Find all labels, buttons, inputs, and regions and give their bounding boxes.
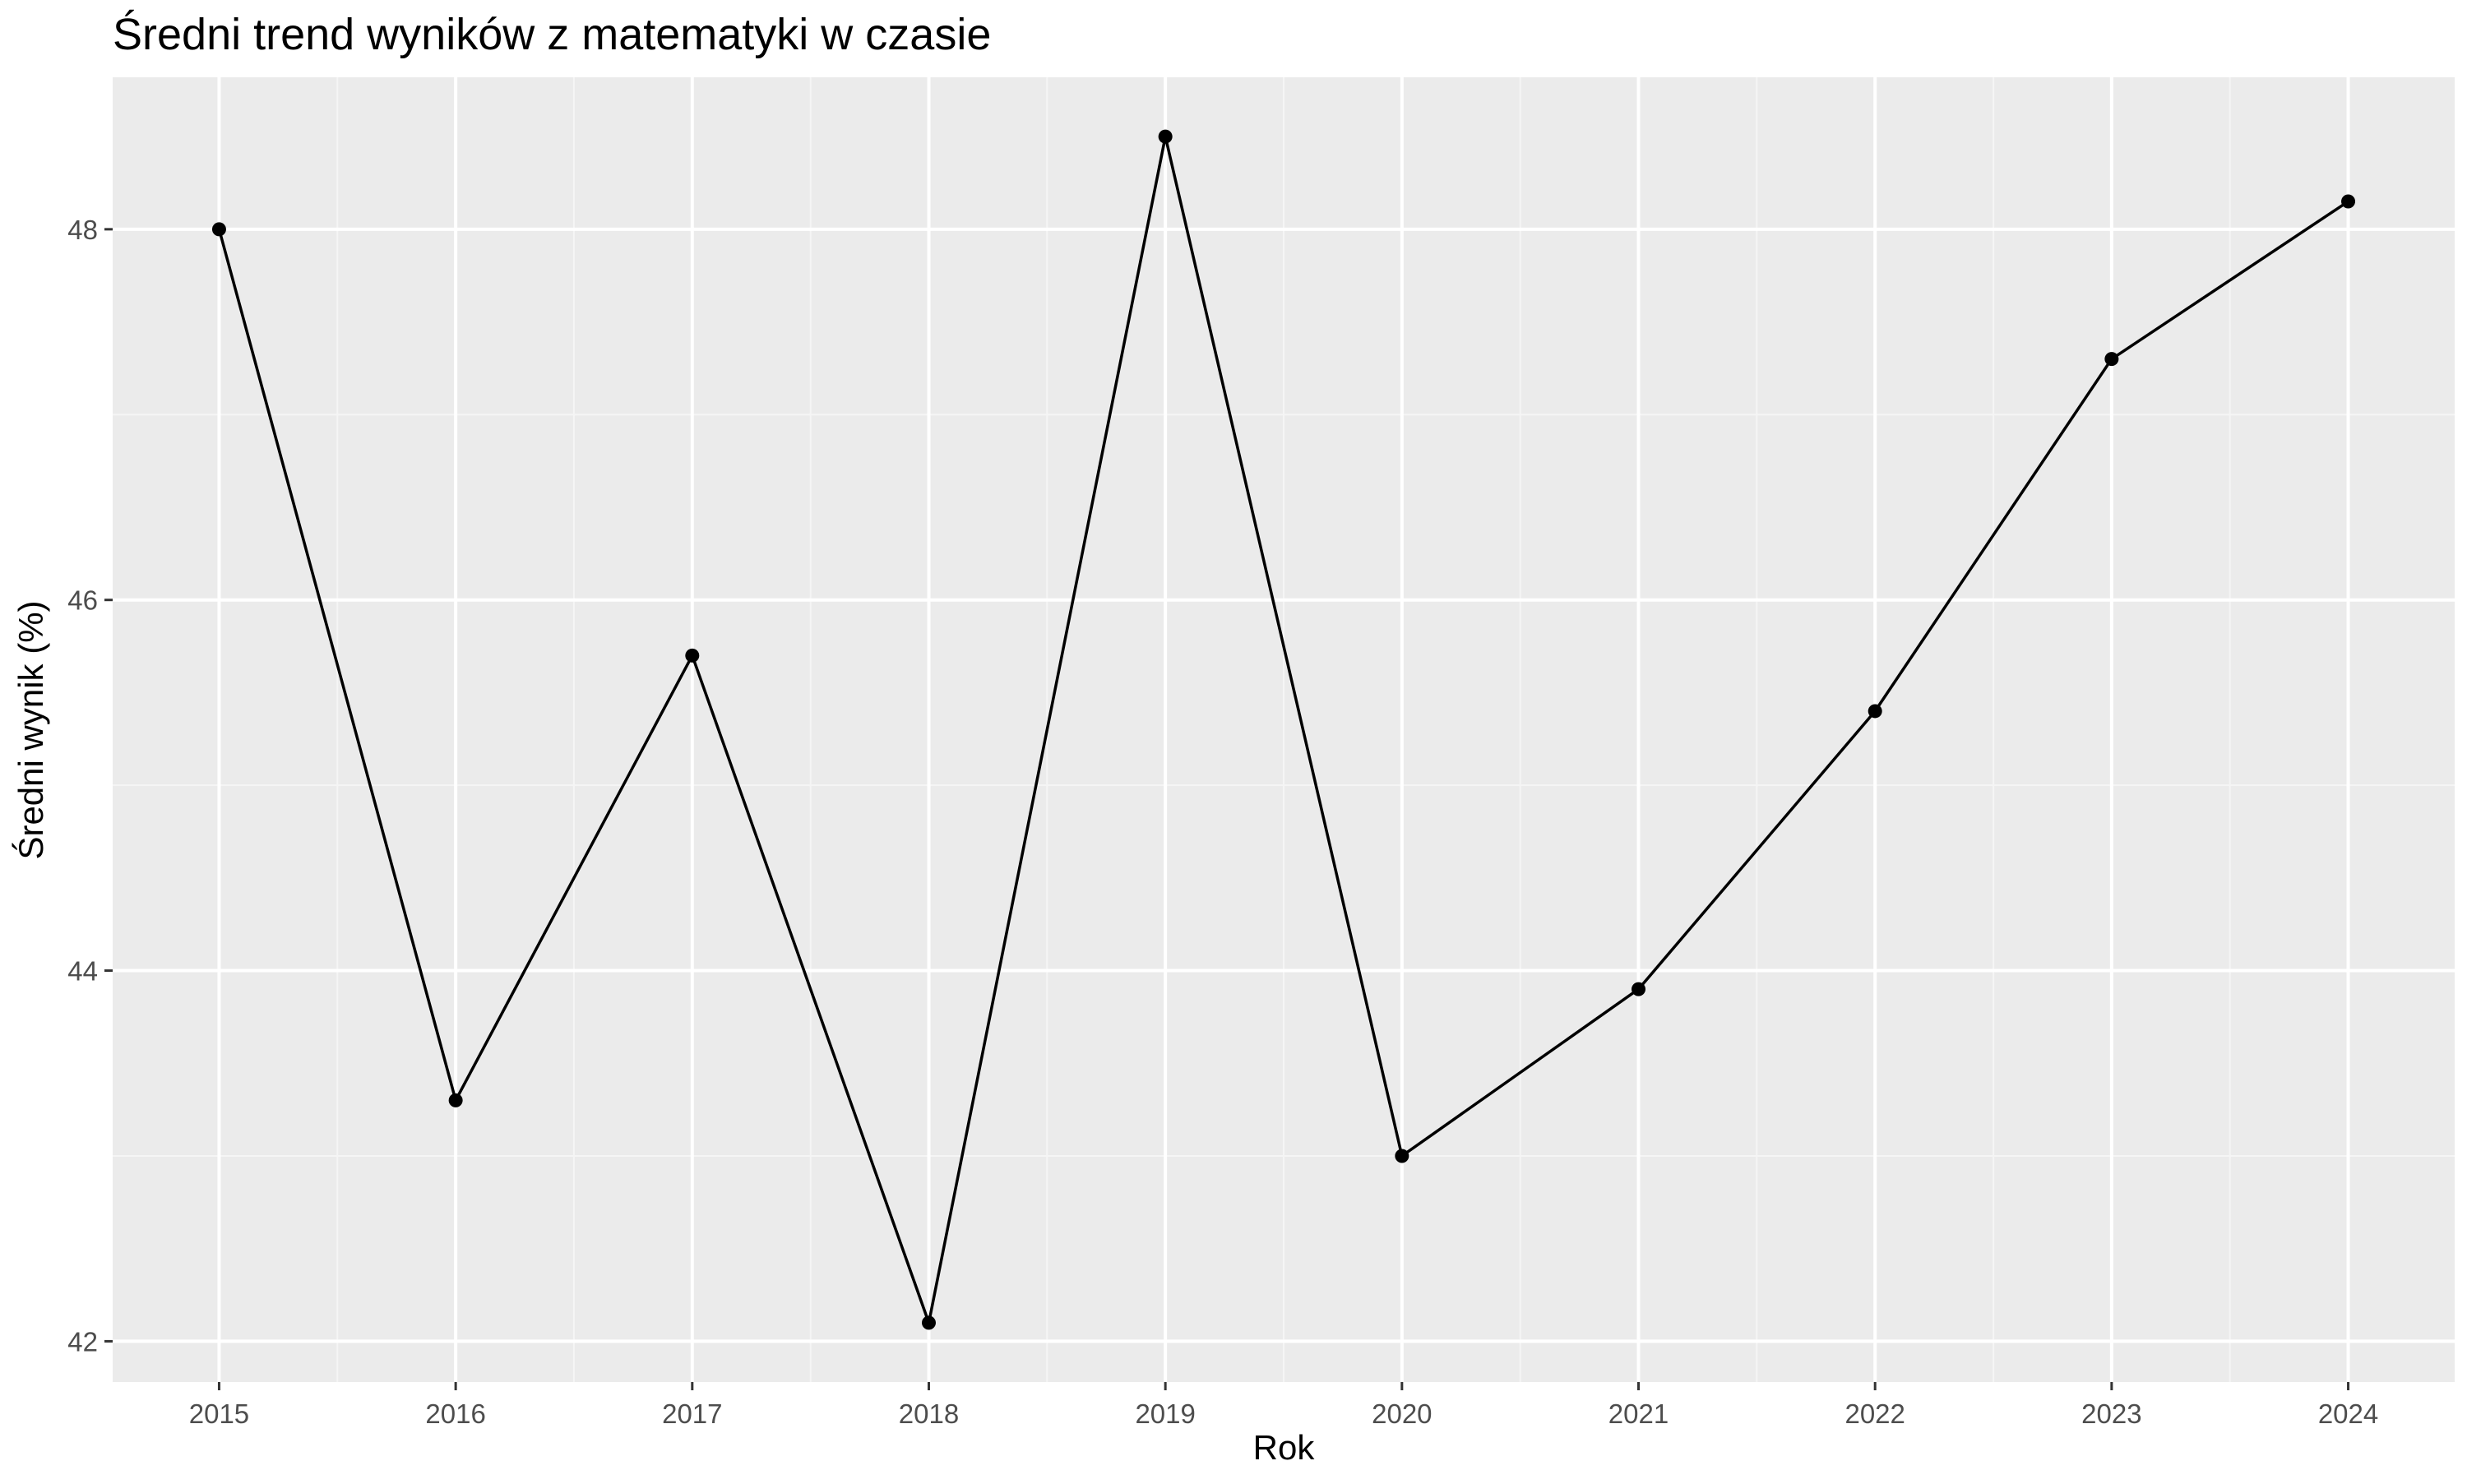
data-point [2104, 352, 2119, 367]
data-point [921, 1315, 936, 1330]
x-tick-label: 2023 [2081, 1398, 2141, 1429]
data-point [1158, 129, 1173, 144]
x-axis-title: Rok [1253, 1428, 1316, 1467]
x-tick-label: 2015 [189, 1398, 249, 1429]
data-point [211, 222, 226, 237]
x-tick-label: 2017 [662, 1398, 722, 1429]
grid-major [113, 77, 2455, 1382]
data-point [448, 1093, 463, 1107]
y-tick-label: 48 [67, 215, 98, 245]
y-tick-label: 42 [67, 1326, 98, 1357]
series-line [217, 135, 2349, 1325]
x-tick-label: 2016 [425, 1398, 485, 1429]
x-axis: 2015 2016 2017 2018 2019 2020 2021 2022 2023 2024 [189, 1382, 2378, 1429]
x-tick-label: 2022 [1844, 1398, 1905, 1429]
x-tick-label: 2018 [899, 1398, 959, 1429]
chart-title: Średni trend wyników z matematyki w czas… [113, 9, 991, 59]
data-point [2341, 194, 2356, 209]
y-tick-label: 46 [67, 585, 98, 616]
grid-minor [113, 77, 2455, 1382]
y-axis-title: Średni wynik (%) [11, 600, 50, 859]
x-tick-label: 2019 [1135, 1398, 1195, 1429]
data-point [1868, 704, 1882, 719]
x-tick-label: 2024 [2318, 1398, 2378, 1429]
x-tick-label: 2021 [1608, 1398, 1669, 1429]
y-tick-label: 44 [67, 956, 98, 987]
series-layer [211, 129, 2356, 1330]
y-axis: 42 44 46 48 [67, 215, 113, 1357]
data-point [685, 648, 700, 663]
data-point [1632, 982, 1646, 996]
data-point [1395, 1149, 1409, 1163]
x-tick-label: 2020 [1372, 1398, 1432, 1429]
